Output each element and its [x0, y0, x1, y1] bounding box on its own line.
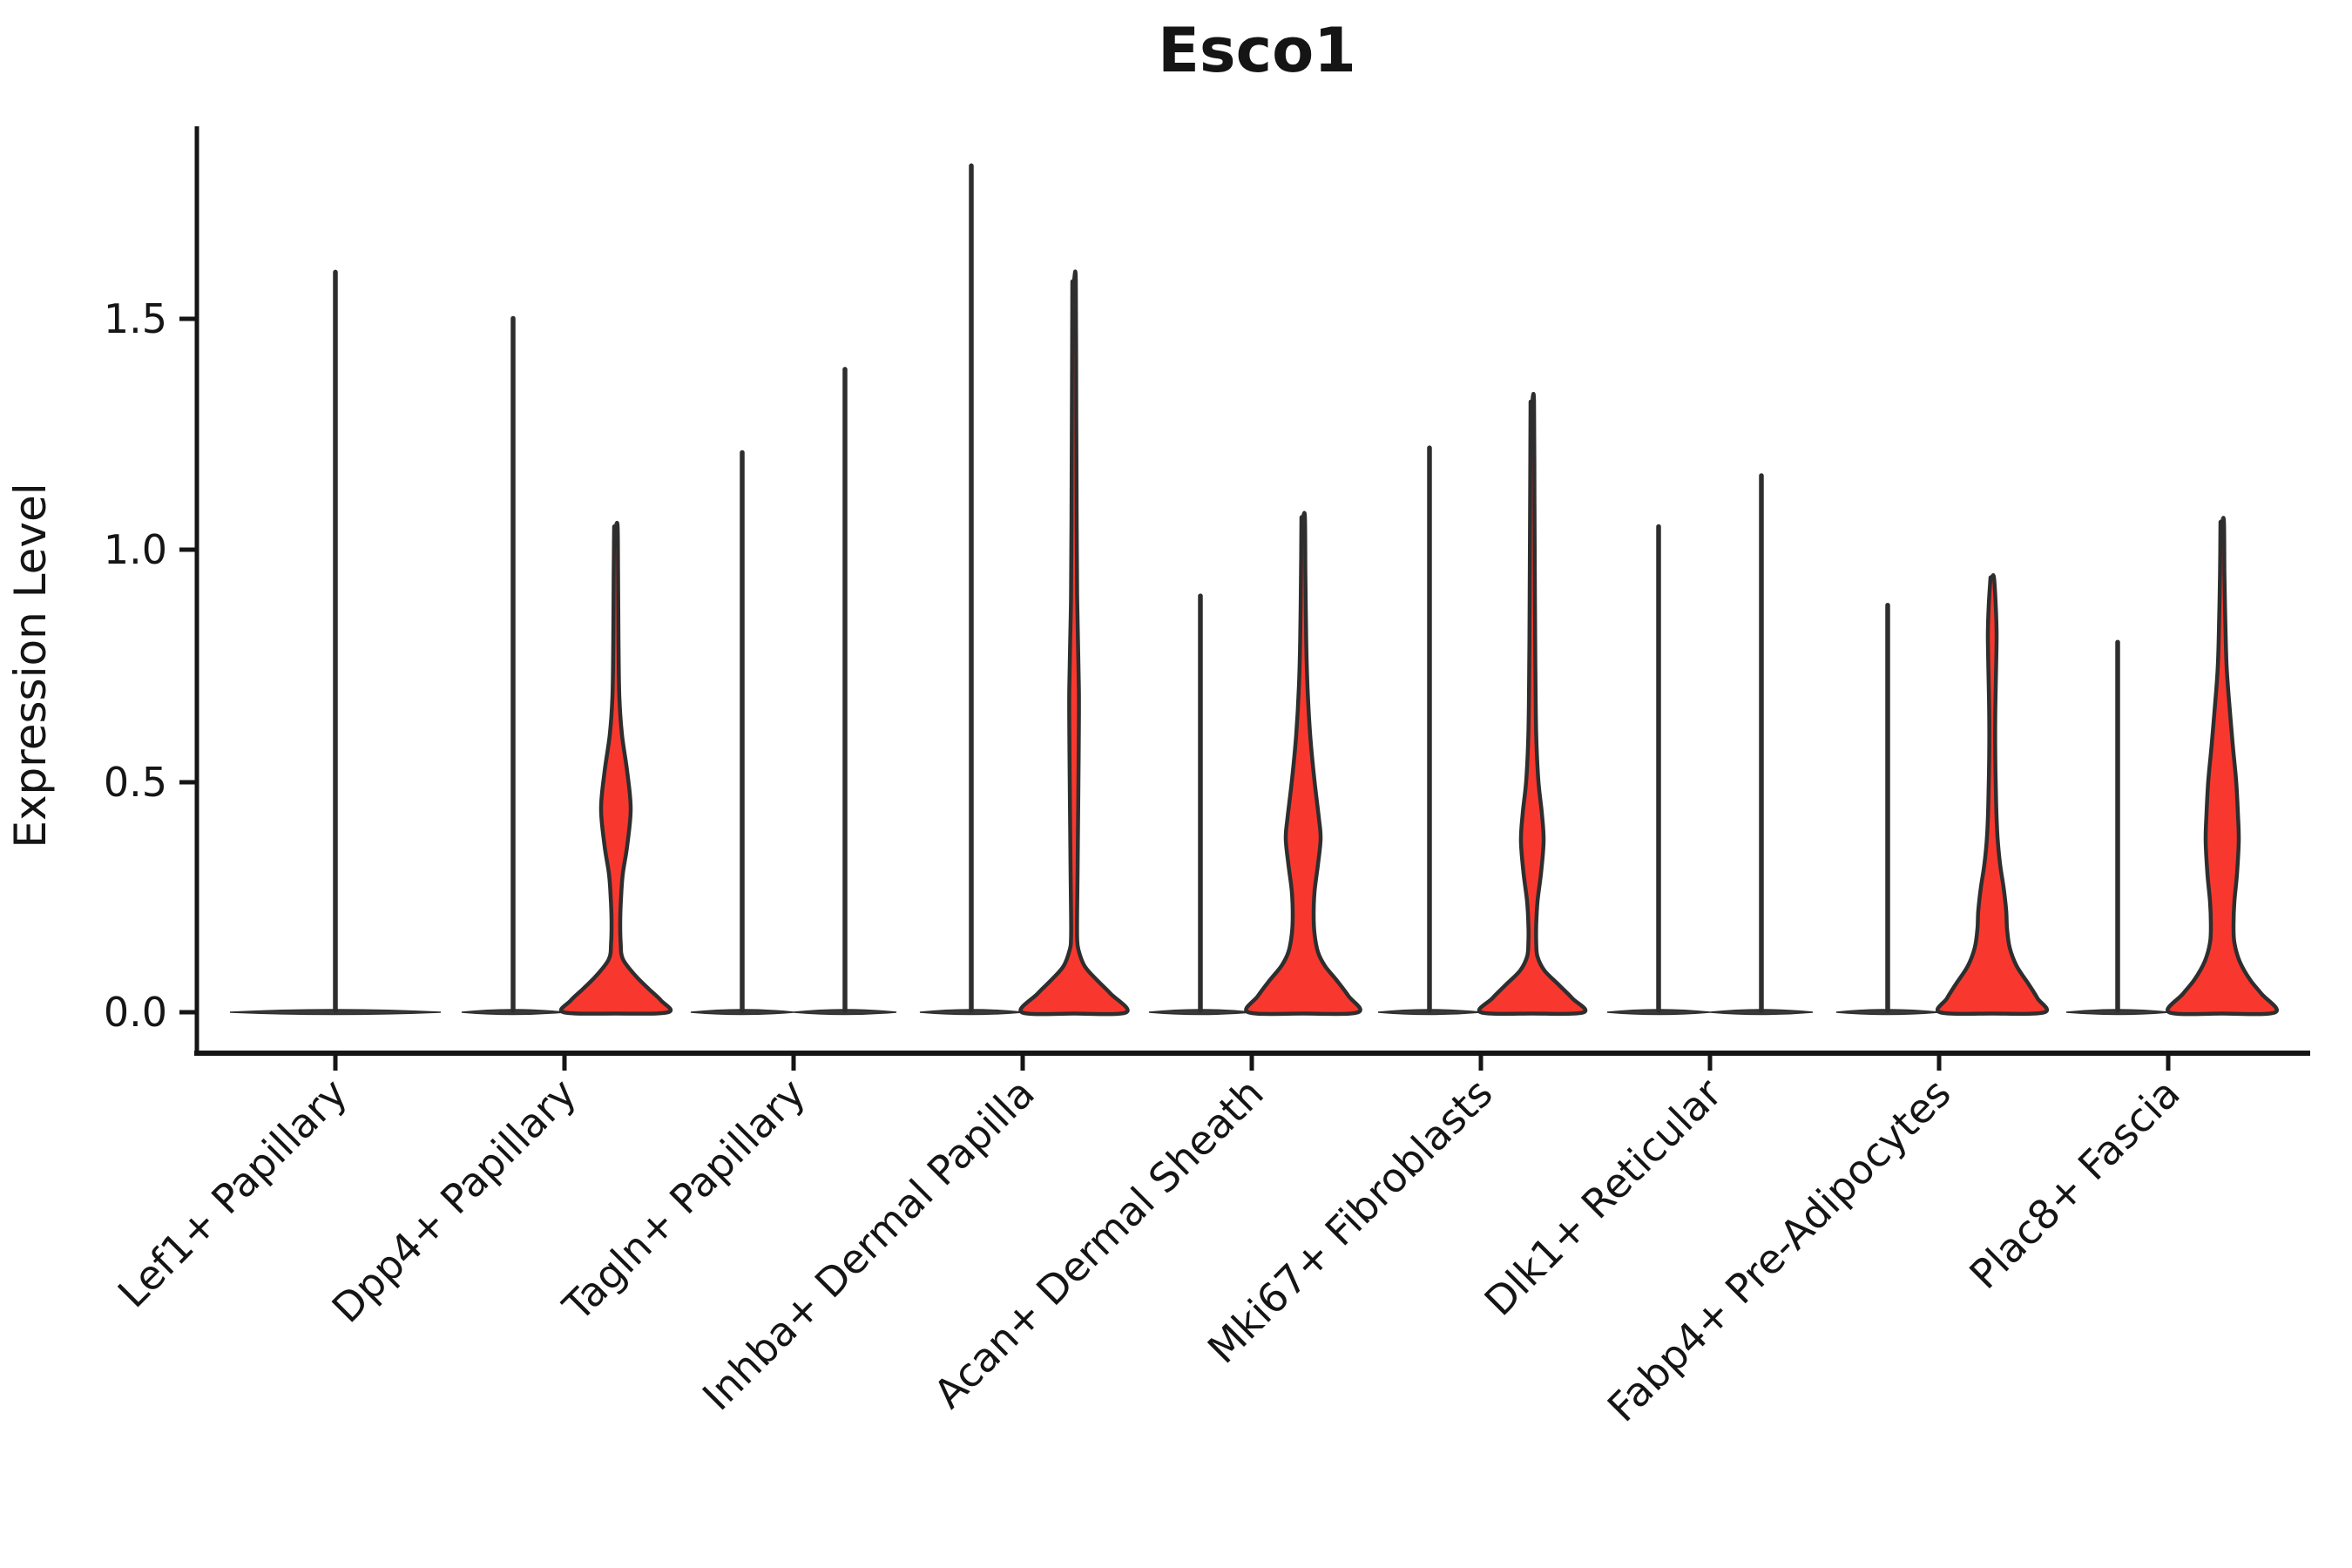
violin-shape [1018, 269, 1130, 1017]
y-axis-ticks [179, 316, 197, 1015]
x-axis-ticks [333, 1053, 2171, 1071]
y-tick-label-1.5: 1.5 [104, 295, 167, 342]
violin-shape [1935, 572, 2050, 1017]
x-tick-label-dlk1-reticular: Dlk1+ Reticular [1476, 1070, 1731, 1325]
violin-shape [1477, 391, 1588, 1017]
violin-shape [1244, 510, 1362, 1017]
x-tick-label-lef1-papillary: Lef1+ Papillary [109, 1070, 356, 1317]
y-tick-label-0.5: 0.5 [104, 759, 167, 806]
x-tick-label-plac8-fascia: Plac8+ Fascia [1960, 1070, 2188, 1298]
violins-group [229, 163, 2279, 1017]
violin-shape [558, 520, 673, 1016]
x-tick-label-tagln-papillary: Tagln+ Papillary [553, 1070, 814, 1331]
y-tick-label-0.0: 0.0 [104, 989, 167, 1036]
violin-shape [2166, 516, 2279, 1017]
x-tick-label-dpp4-papillary: Dpp4+ Papillary [323, 1070, 585, 1332]
chart-title: Esco1 [1158, 15, 1356, 86]
y-axis-label: Expression Level [5, 483, 56, 848]
y-tick-label-1.0: 1.0 [104, 526, 167, 573]
